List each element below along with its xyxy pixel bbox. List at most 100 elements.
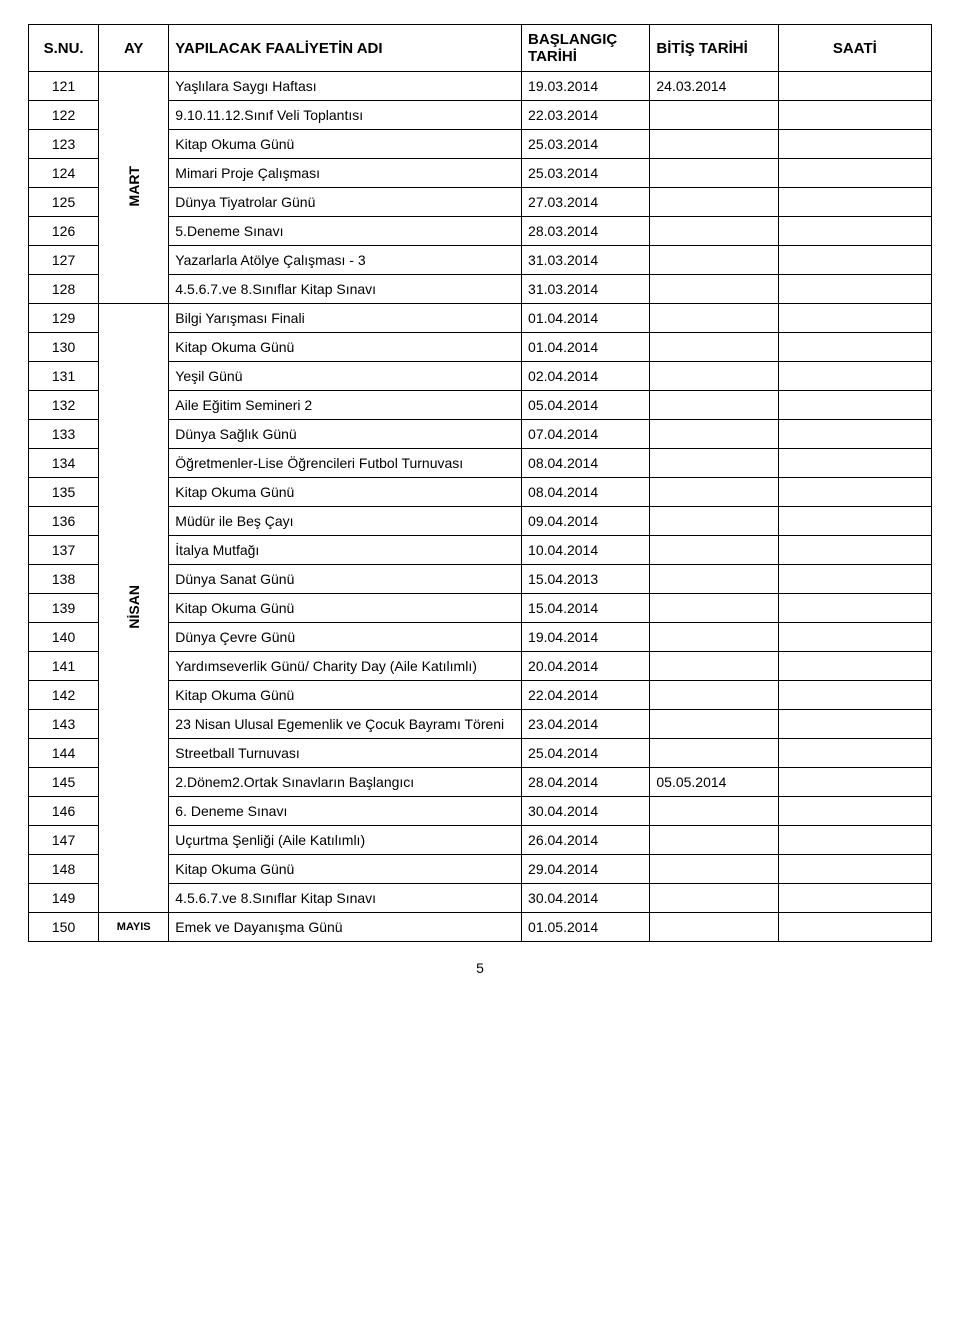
cell-end [650, 101, 778, 130]
month-mart: MART [99, 72, 169, 304]
cell-activity: Yaşlılara Saygı Haftası [169, 72, 522, 101]
cell-sn: 140 [29, 623, 99, 652]
cell-start: 22.04.2014 [522, 681, 650, 710]
cell-saat [778, 420, 931, 449]
cell-sn: 149 [29, 884, 99, 913]
cell-end [650, 391, 778, 420]
cell-activity: 4.5.6.7.ve 8.Sınıflar Kitap Sınavı [169, 275, 522, 304]
cell-sn: 133 [29, 420, 99, 449]
cell-start: 07.04.2014 [522, 420, 650, 449]
cell-saat [778, 449, 931, 478]
cell-end [650, 826, 778, 855]
cell-start: 28.03.2014 [522, 217, 650, 246]
cell-sn: 146 [29, 797, 99, 826]
cell-start: 08.04.2014 [522, 449, 650, 478]
cell-end [650, 246, 778, 275]
cell-saat [778, 507, 931, 536]
cell-end [650, 652, 778, 681]
header-name: YAPILACAK FAALİYETİN ADI [169, 25, 522, 72]
cell-end [650, 304, 778, 333]
cell-activity: Dünya Sanat Günü [169, 565, 522, 594]
cell-sn: 131 [29, 362, 99, 391]
cell-saat [778, 797, 931, 826]
cell-end: 24.03.2014 [650, 72, 778, 101]
cell-end [650, 188, 778, 217]
cell-activity: Müdür ile Beş Çayı [169, 507, 522, 536]
cell-start: 31.03.2014 [522, 246, 650, 275]
cell-start: 19.04.2014 [522, 623, 650, 652]
cell-start: 09.04.2014 [522, 507, 650, 536]
cell-activity: Kitap Okuma Günü [169, 478, 522, 507]
cell-sn: 150 [29, 913, 99, 942]
cell-start: 29.04.2014 [522, 855, 650, 884]
cell-end [650, 797, 778, 826]
cell-activity: 6. Deneme Sınavı [169, 797, 522, 826]
cell-activity: 2.Dönem2.Ortak Sınavların Başlangıcı [169, 768, 522, 797]
cell-activity: Kitap Okuma Günü [169, 130, 522, 159]
header-start: BAŞLANGIÇ TARİHİ [522, 25, 650, 72]
cell-end [650, 362, 778, 391]
cell-activity: Uçurtma Şenliği (Aile Katılımlı) [169, 826, 522, 855]
cell-sn: 137 [29, 536, 99, 565]
cell-saat [778, 855, 931, 884]
cell-activity: Öğretmenler-Lise Öğrencileri Futbol Turn… [169, 449, 522, 478]
cell-sn: 129 [29, 304, 99, 333]
cell-saat [778, 913, 931, 942]
cell-start: 25.04.2014 [522, 739, 650, 768]
cell-end [650, 884, 778, 913]
table-row: 121MARTYaşlılara Saygı Haftası19.03.2014… [29, 72, 932, 101]
cell-end [650, 565, 778, 594]
cell-sn: 134 [29, 449, 99, 478]
cell-sn: 139 [29, 594, 99, 623]
cell-sn: 121 [29, 72, 99, 101]
cell-activity: Dünya Tiyatrolar Günü [169, 188, 522, 217]
cell-end [650, 710, 778, 739]
cell-activity: 9.10.11.12.Sınıf Veli Toplantısı [169, 101, 522, 130]
cell-activity: Dünya Sağlık Günü [169, 420, 522, 449]
cell-saat [778, 623, 931, 652]
cell-start: 25.03.2014 [522, 130, 650, 159]
cell-end [650, 855, 778, 884]
cell-activity: Yazarlarla Atölye Çalışması - 3 [169, 246, 522, 275]
cell-saat [778, 333, 931, 362]
cell-sn: 138 [29, 565, 99, 594]
cell-start: 27.03.2014 [522, 188, 650, 217]
cell-sn: 123 [29, 130, 99, 159]
month-nisan: NİSAN [99, 304, 169, 913]
cell-sn: 142 [29, 681, 99, 710]
cell-saat [778, 246, 931, 275]
cell-end [650, 594, 778, 623]
cell-saat [778, 217, 931, 246]
cell-activity: Aile Eğitim Semineri 2 [169, 391, 522, 420]
cell-saat [778, 275, 931, 304]
cell-end: 05.05.2014 [650, 768, 778, 797]
cell-sn: 132 [29, 391, 99, 420]
cell-saat [778, 101, 931, 130]
cell-saat [778, 884, 931, 913]
cell-saat [778, 159, 931, 188]
header-end: BİTİŞ TARİHİ [650, 25, 778, 72]
cell-sn: 128 [29, 275, 99, 304]
cell-activity: Bilgi Yarışması Finali [169, 304, 522, 333]
cell-sn: 147 [29, 826, 99, 855]
cell-saat [778, 391, 931, 420]
page-number: 5 [28, 960, 932, 976]
cell-start: 19.03.2014 [522, 72, 650, 101]
cell-end [650, 130, 778, 159]
cell-activity: 5.Deneme Sınavı [169, 217, 522, 246]
cell-start: 23.04.2014 [522, 710, 650, 739]
cell-start: 31.03.2014 [522, 275, 650, 304]
cell-start: 28.04.2014 [522, 768, 650, 797]
cell-end [650, 159, 778, 188]
cell-saat [778, 72, 931, 101]
cell-sn: 145 [29, 768, 99, 797]
cell-start: 15.04.2014 [522, 594, 650, 623]
cell-sn: 130 [29, 333, 99, 362]
cell-start: 05.04.2014 [522, 391, 650, 420]
cell-start: 01.04.2014 [522, 333, 650, 362]
cell-start: 10.04.2014 [522, 536, 650, 565]
cell-activity: 4.5.6.7.ve 8.Sınıflar Kitap Sınavı [169, 884, 522, 913]
cell-sn: 136 [29, 507, 99, 536]
table-body: 121MARTYaşlılara Saygı Haftası19.03.2014… [29, 72, 932, 942]
cell-activity: Kitap Okuma Günü [169, 681, 522, 710]
